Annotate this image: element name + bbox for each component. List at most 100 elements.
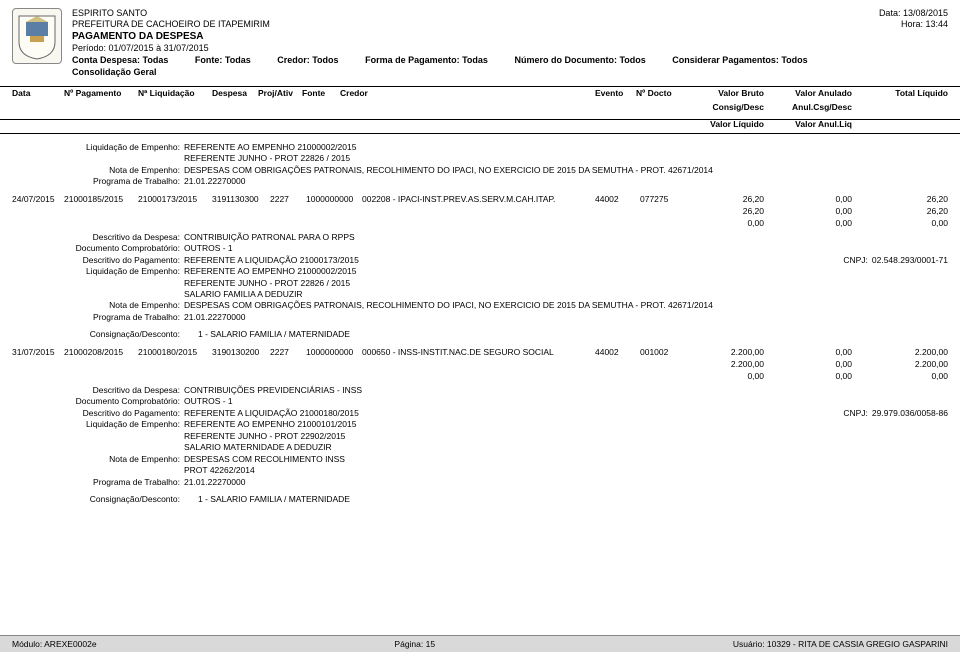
cell-nliq: 21000173/2015 [138, 194, 197, 205]
detail-block: Liquidação de Empenho:REFERENTE AO EMPEN… [60, 142, 948, 188]
val-liquidacao: REFERENTE AO EMPENHO 21000002/2015 [184, 266, 948, 277]
val-descritivo-despesa: CONTRIBUIÇÕES PREVIDENCIÁRIAS - INSS [184, 385, 948, 396]
print-time: Hora: 13:44 [879, 19, 948, 30]
lbl-descritivo-despesa: Descritivo da Despesa: [60, 232, 184, 243]
lbl-nota: Nota de Empenho: [60, 165, 184, 176]
agency-line1: ESPIRITO SANTO [72, 8, 879, 19]
col-valiq: Valor Anul.Liq [795, 119, 852, 129]
detail-block: Descritivo da Despesa:CONTRIBUIÇÃO PATRO… [60, 232, 948, 341]
lbl-descritivo-pag: Descritivo do Pagamento: [60, 255, 184, 266]
col-vanul: Valor Anulado [795, 88, 852, 98]
footer-module: Módulo: AREXE0002e [12, 639, 97, 649]
footer-page: Página: 15 [394, 639, 435, 649]
lbl-descritivo-despesa: Descritivo da Despesa: [60, 385, 184, 396]
cell-vanul: 0,00 [835, 347, 852, 358]
column-header-row3: Valor Líquido Valor Anul.Liq [0, 119, 960, 134]
cell-acsg: 0,00 [835, 206, 852, 217]
report-title: PAGAMENTO DA DESPESA [72, 31, 879, 44]
payment-row: 24/07/2015 21000185/2015 21000173/2015 3… [12, 194, 948, 206]
col-totliq: Total Líquido [895, 88, 948, 98]
val-liquidacao2: REFERENTE JUNHO - PROT 22826 / 2015 [184, 153, 948, 164]
agency-line2: PREFEITURA DE CACHOEIRO DE ITAPEMIRIM [72, 19, 879, 30]
cell-consig: 2.200,00 [731, 359, 764, 370]
payment-subrow1: 2.200,00 0,00 2.200,00 [12, 359, 948, 371]
cell-fonte: 1000000000 [306, 347, 353, 358]
cell-valiq: 0,00 [835, 218, 852, 229]
lbl-descritivo-pag: Descritivo do Pagamento: [60, 408, 184, 419]
val-programa: 21.01.22270000 [184, 477, 948, 488]
cell-credor: 002208 - IPACI-INST.PREV.AS.SERV.M.CAH.I… [362, 194, 555, 205]
cell-data: 24/07/2015 [12, 194, 55, 205]
lbl-liquidacao: Liquidação de Empenho: [60, 419, 184, 430]
footer-user: Usuário: 10329 - RITA DE CASSIA GREGIO G… [733, 639, 948, 649]
report-body: Liquidação de Empenho:REFERENTE AO EMPEN… [0, 142, 960, 506]
payment-subrow2: 0,00 0,00 0,00 [12, 371, 948, 383]
period: Período: 01/07/2015 à 31/07/2015 [72, 43, 879, 54]
cell-vanul: 0,00 [835, 194, 852, 205]
filter-numdoc: Número do Documento: Todos [514, 55, 645, 65]
filters-row: Conta Despesa: Todas Fonte: Todas Credor… [72, 55, 879, 66]
lbl-liquidacao: Liquidação de Empenho: [60, 266, 184, 277]
col-npag: Nº Pagamento [64, 88, 121, 98]
cell-proj: 2227 [270, 194, 289, 205]
val-liquidacao2: REFERENTE JUNHO - PROT 22902/2015 [184, 431, 948, 442]
page-footer: Módulo: AREXE0002e Página: 15 Usuário: 1… [0, 635, 960, 652]
val-consignacao: 1 - SALARIO FAMILIA / MATERNIDADE [184, 494, 948, 505]
filter-forma: Forma de Pagamento: Todas [365, 55, 488, 65]
col-consig: Consig/Desc [713, 102, 765, 112]
lbl-doc-comprob: Documento Comprobatório: [60, 396, 184, 407]
cell-npag: 21000185/2015 [64, 194, 123, 205]
lbl-liquidacao: Liquidação de Empenho: [60, 142, 184, 153]
lbl-programa: Programa de Trabalho: [60, 477, 184, 488]
cell-vliq: 0,00 [747, 218, 764, 229]
val-nota: DESPESAS COM RECOLHIMENTO INSS [184, 454, 948, 465]
lbl-programa: Programa de Trabalho: [60, 312, 184, 323]
lbl-nota: Nota de Empenho: [60, 454, 184, 465]
lbl-programa: Programa de Trabalho: [60, 176, 184, 187]
col-fonte: Fonte [302, 88, 325, 98]
cell-evento: 44002 [595, 194, 619, 205]
val-consignacao: 1 - SALARIO FAMILIA / MATERNIDADE [184, 329, 948, 340]
col-nliq: Nª Liquidação [138, 88, 195, 98]
cell-credor: 000650 - INSS-INSTIT.NAC.DE SEGURO SOCIA… [362, 347, 554, 358]
print-date: Data: 13/08/2015 [879, 8, 948, 19]
val-liquidacao3: SALARIO FAMILIA A DEDUZIR [184, 289, 948, 300]
val-descritivo-pag: REFERENTE A LIQUIDAÇÃO 21000173/2015 [184, 255, 843, 266]
consolidation: Consolidação Geral [72, 67, 879, 78]
header-text: ESPIRITO SANTO PREFEITURA DE CACHOEIRO D… [72, 8, 879, 78]
val-nota: DESPESAS COM OBRIGAÇÕES PATRONAIS, RECOL… [184, 300, 948, 311]
cell-evento: 44002 [595, 347, 619, 358]
report-header: ESPIRITO SANTO PREFEITURA DE CACHOEIRO D… [0, 0, 960, 82]
val-programa: 21.01.22270000 [184, 176, 948, 187]
val-descritivo-pag: REFERENTE A LIQUIDAÇÃO 21000180/2015 [184, 408, 843, 419]
col-credor: Credor [340, 88, 368, 98]
cell-vbruto: 2.200,00 [731, 347, 764, 358]
filter-conta: Conta Despesa: Todas [72, 55, 168, 65]
cell-valiq: 0,00 [835, 371, 852, 382]
cell-t3: 0,00 [931, 218, 948, 229]
lbl-consignacao: Consignação/Desconto: [60, 494, 184, 505]
column-header: Data Nº Pagamento Nª Liquidação Despesa … [0, 86, 960, 120]
lbl-cnpj: CNPJ: [843, 408, 872, 419]
cell-fonte: 1000000000 [306, 194, 353, 205]
val-liquidacao3: SALARIO MATERNIDADE A DEDUZIR [184, 442, 948, 453]
col-acsg: Anul.Csg/Desc [792, 102, 852, 112]
val-liquidacao2: REFERENTE JUNHO - PROT 22826 / 2015 [184, 278, 948, 289]
cell-ndocto: 077275 [640, 194, 668, 205]
cell-t3: 0,00 [931, 371, 948, 382]
cell-npag: 21000208/2015 [64, 347, 123, 358]
municipal-seal [12, 8, 62, 64]
cell-totliq: 26,20 [927, 194, 948, 205]
cell-consig: 26,20 [743, 206, 764, 217]
lbl-nota: Nota de Empenho: [60, 300, 184, 311]
val-cnpj: 02.548.293/0001-71 [872, 255, 948, 266]
filter-credor: Credor: Todos [277, 55, 338, 65]
val-programa: 21.01.22270000 [184, 312, 948, 323]
col-vliq: Valor Líquido [710, 119, 764, 129]
val-nota: DESPESAS COM OBRIGAÇÕES PATRONAIS, RECOL… [184, 165, 948, 176]
val-liquidacao: REFERENTE AO EMPENHO 21000101/2015 [184, 419, 948, 430]
cell-sub3: 2.200,00 [915, 359, 948, 370]
cell-vliq: 0,00 [747, 371, 764, 382]
val-cnpj: 29.979.036/0058-86 [872, 408, 948, 419]
val-nota2: PROT 42262/2014 [184, 465, 948, 476]
